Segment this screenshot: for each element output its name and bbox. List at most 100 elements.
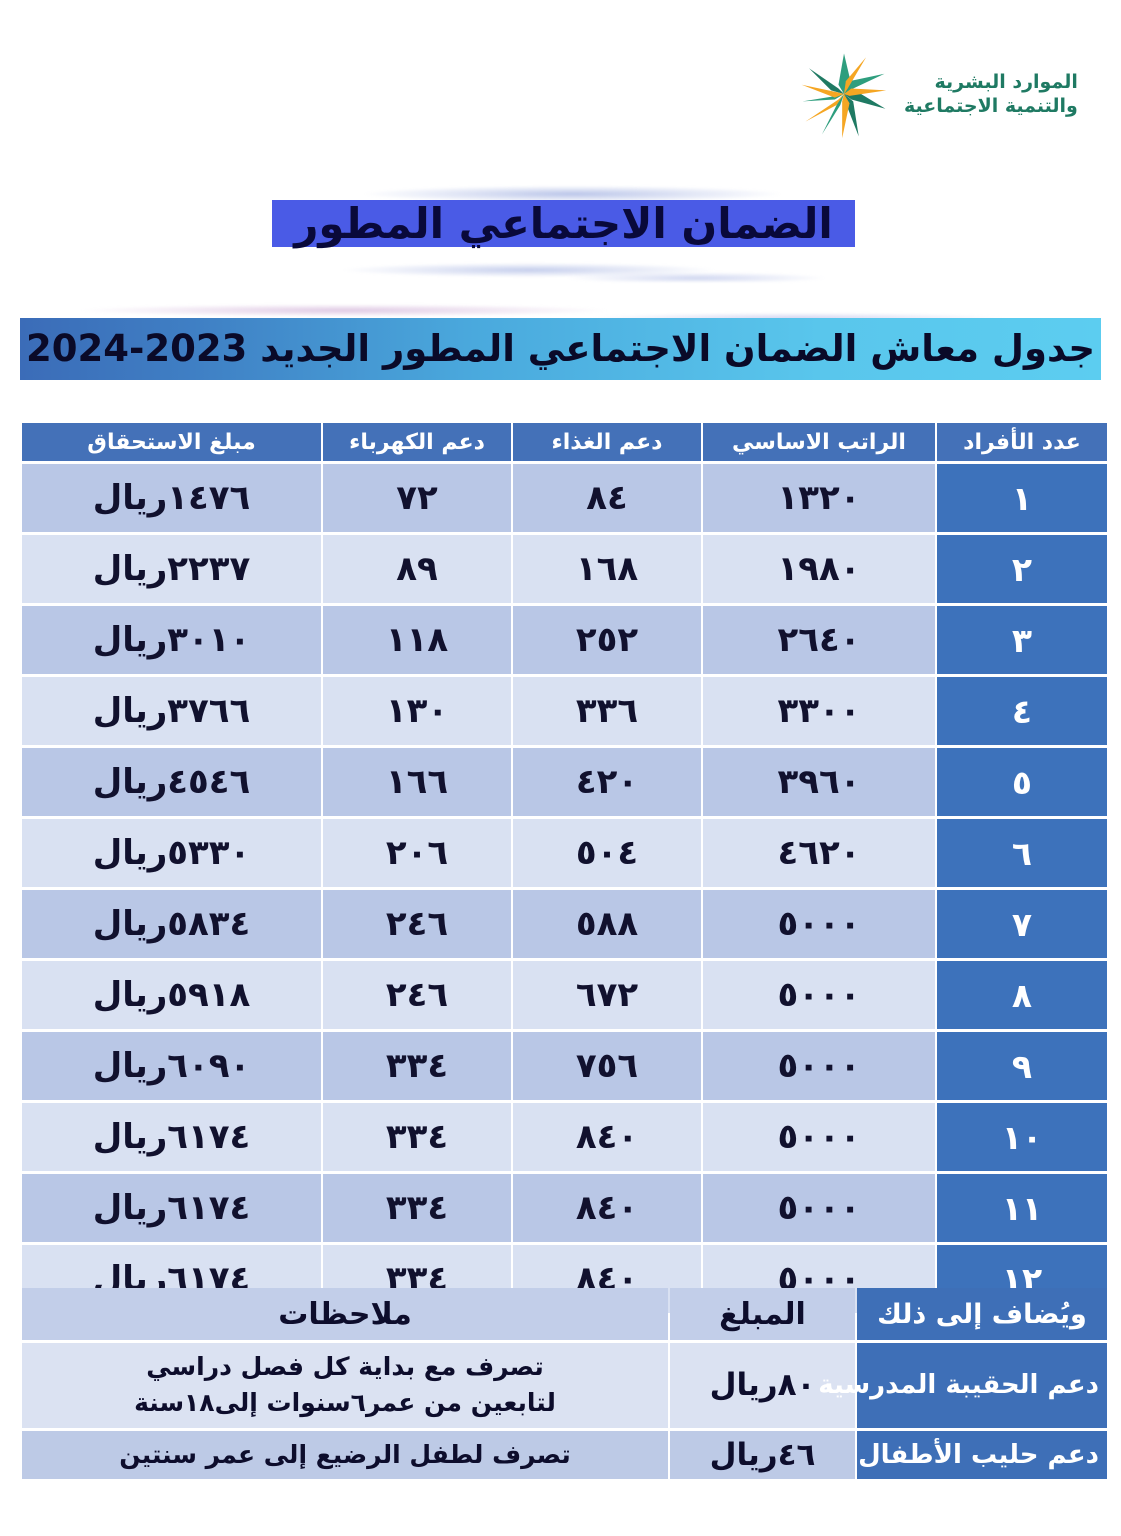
benefit-note-line1: تصرف مع بداية كل فصل دراسي (146, 1352, 544, 1381)
cell-food: ٥٨٨ (513, 890, 701, 958)
cell-count: ١١ (937, 1174, 1107, 1242)
cell-salary: ٣٩٦٠ (703, 748, 935, 816)
ministry-logo-line2: والتنمية الاجتماعية (904, 95, 1078, 117)
cell-food: ٨٤٠ (513, 1174, 701, 1242)
cell-electricity: ٢٠٦ (323, 819, 511, 887)
cell-total: ٥٩١٨ريال (22, 961, 321, 1029)
column-header-total: مبلغ الاستحقاق (22, 423, 321, 461)
cell-total: ٦١٧٤ريال (22, 1174, 321, 1242)
cell-count: ٩ (937, 1032, 1107, 1100)
cell-salary: ٥٠٠٠ (703, 1174, 935, 1242)
ministry-logo-text: الموارد البشرية والتنمية الاجتماعية (904, 70, 1078, 119)
cell-electricity: ١٦٦ (323, 748, 511, 816)
cell-total: ٢٢٣٧ريال (22, 535, 321, 603)
cell-salary: ١٩٨٠ (703, 535, 935, 603)
cell-food: ٣٣٦ (513, 677, 701, 745)
additional-benefits-body: دعم الحقيبة المدرسية ٨٠ريال تصرف مع بداي… (22, 1343, 1107, 1479)
cell-food: ٤٢٠ (513, 748, 701, 816)
column-header-electricity: دعم الكهرباء (323, 423, 511, 461)
benefit-note-line2: لتابعين من عمر٦سنوات إلى١٨سنة (134, 1388, 556, 1418)
benefit-amount: ٤٦ريال (670, 1430, 855, 1479)
extra-column-header-name: ويُضاف إلى ذلك (857, 1288, 1107, 1340)
pension-table: عدد الأفراد الراتب الاساسي دعم الغذاء دع… (20, 420, 1109, 1316)
cell-count: ١ (937, 464, 1107, 532)
cell-salary: ٥٠٠٠ (703, 890, 935, 958)
table-row: ٤ ٣٣٠٠ ٣٣٦ ١٣٠ ٣٧٦٦ريال (22, 677, 1107, 745)
table-row: ٥ ٣٩٦٠ ٤٢٠ ١٦٦ ٤٥٤٦ريال (22, 748, 1107, 816)
table-row: ٧ ٥٠٠٠ ٥٨٨ ٢٤٦ ٥٨٣٤ريال (22, 890, 1107, 958)
cell-total: ٣٧٦٦ريال (22, 677, 321, 745)
main-title-banner: الضمان الاجتماعي المطور (0, 178, 1121, 288)
benefit-note: تصرف مع بداية كل فصل دراسي لتابعين من عم… (22, 1343, 668, 1428)
cell-food: ٢٥٢ (513, 606, 701, 674)
benefit-name: دعم الحقيبة المدرسية (818, 1343, 1107, 1428)
cell-count: ٥ (937, 748, 1107, 816)
cell-count: ٦ (937, 819, 1107, 887)
table-header-row: عدد الأفراد الراتب الاساسي دعم الغذاء دع… (22, 423, 1107, 461)
column-header-salary: الراتب الاساسي (703, 423, 935, 461)
benefit-row: دعم حليب الأطفال ٤٦ريال تصرف لطفل الرضيع… (22, 1430, 1107, 1479)
cell-electricity: ٢٤٦ (323, 961, 511, 1029)
extra-header-row: ويُضاف إلى ذلك المبلغ ملاحظات (22, 1288, 1107, 1340)
cell-electricity: ١٣٠ (323, 677, 511, 745)
cell-total: ٤٥٤٦ريال (22, 748, 321, 816)
cell-electricity: ١١٨ (323, 606, 511, 674)
cell-salary: ٢٦٤٠ (703, 606, 935, 674)
benefit-amount: ٨٠ريال (670, 1343, 855, 1428)
additional-benefits-table: ويُضاف إلى ذلك المبلغ ملاحظات دعم الحقيب… (20, 1285, 1109, 1482)
cell-total: ٥٣٣٠ريال (22, 819, 321, 887)
cell-food: ٧٥٦ (513, 1032, 701, 1100)
extra-column-header-amount: المبلغ (670, 1288, 855, 1340)
cell-count: ٣ (937, 606, 1107, 674)
cell-count: ٧ (937, 890, 1107, 958)
ministry-logo-line1: الموارد البشرية (934, 70, 1079, 93)
cell-count: ٢ (937, 535, 1107, 603)
benefit-row: دعم الحقيبة المدرسية ٨٠ريال تصرف مع بداي… (22, 1343, 1107, 1428)
cell-food: ١٦٨ (513, 535, 701, 603)
benefit-name: دعم حليب الأطفال (857, 1430, 1107, 1479)
cell-electricity: ٣٣٤ (323, 1174, 511, 1242)
table-row: ١٠ ٥٠٠٠ ٨٤٠ ٣٣٤ ٦١٧٤ريال (22, 1103, 1107, 1171)
cell-total: ٦١٧٤ريال (22, 1103, 321, 1171)
ministry-logo: الموارد البشرية والتنمية الاجتماعية (798, 46, 1098, 142)
cell-electricity: ٢٤٦ (323, 890, 511, 958)
title-blue-bar (272, 200, 855, 247)
benefit-note: تصرف لطفل الرضيع إلى عمر سنتين (22, 1430, 668, 1479)
cell-total: ١٤٧٦ريال (22, 464, 321, 532)
cell-electricity: ٨٩ (323, 535, 511, 603)
cell-salary: ٥٠٠٠ (703, 1103, 935, 1171)
cell-salary: ٤٦٢٠ (703, 819, 935, 887)
table-row: ٦ ٤٦٢٠ ٥٠٤ ٢٠٦ ٥٣٣٠ريال (22, 819, 1107, 887)
cell-salary: ٣٣٠٠ (703, 677, 935, 745)
column-header-food: دعم الغذاء (513, 423, 701, 461)
table-row: ١ ١٣٢٠ ٨٤ ٧٢ ١٤٧٦ريال (22, 464, 1107, 532)
cell-count: ٤ (937, 677, 1107, 745)
table-row: ٩ ٥٠٠٠ ٧٥٦ ٣٣٤ ٦٠٩٠ريال (22, 1032, 1107, 1100)
table-row: ٢ ١٩٨٠ ١٦٨ ٨٩ ٢٢٣٧ريال (22, 535, 1107, 603)
subtitle-banner: جدول معاش الضمان الاجتماعي المطور الجديد… (0, 300, 1121, 398)
page-title: الضمان الاجتماعي المطور (294, 199, 834, 248)
pension-table-body: ١ ١٣٢٠ ٨٤ ٧٢ ١٤٧٦ريال ٢ ١٩٨٠ ١٦٨ ٨٩ ٢٢٣٧ريال ٣ ٢٦… (22, 464, 1107, 1313)
table-row: ١١ ٥٠٠٠ ٨٤٠ ٣٣٤ ٦١٧٤ريال (22, 1174, 1107, 1242)
cell-total: ٥٨٣٤ريال (22, 890, 321, 958)
cell-count: ٨ (937, 961, 1107, 1029)
cell-food: ٨٤ (513, 464, 701, 532)
cell-food: ٨٤٠ (513, 1103, 701, 1171)
hrsd-star-icon (798, 48, 890, 140)
cell-total: ٣٠١٠ريال (22, 606, 321, 674)
cell-electricity: ٣٣٤ (323, 1103, 511, 1171)
cell-food: ٦٧٢ (513, 961, 701, 1029)
cell-salary: ٥٠٠٠ (703, 961, 935, 1029)
table-row: ٣ ٢٦٤٠ ٢٥٢ ١١٨ ٣٠١٠ريال (22, 606, 1107, 674)
page-subtitle: جدول معاش الضمان الاجتماعي المطور الجديد… (25, 327, 1096, 370)
subtitle-gradient-bar (20, 318, 1101, 380)
cell-electricity: ٣٣٤ (323, 1032, 511, 1100)
extra-column-header-notes: ملاحظات (22, 1288, 668, 1340)
cell-electricity: ٧٢ (323, 464, 511, 532)
cell-count: ١٠ (937, 1103, 1107, 1171)
cell-food: ٥٠٤ (513, 819, 701, 887)
column-header-count: عدد الأفراد (937, 423, 1107, 461)
cell-salary: ٥٠٠٠ (703, 1032, 935, 1100)
cell-salary: ١٣٢٠ (703, 464, 935, 532)
cell-total: ٦٠٩٠ريال (22, 1032, 321, 1100)
